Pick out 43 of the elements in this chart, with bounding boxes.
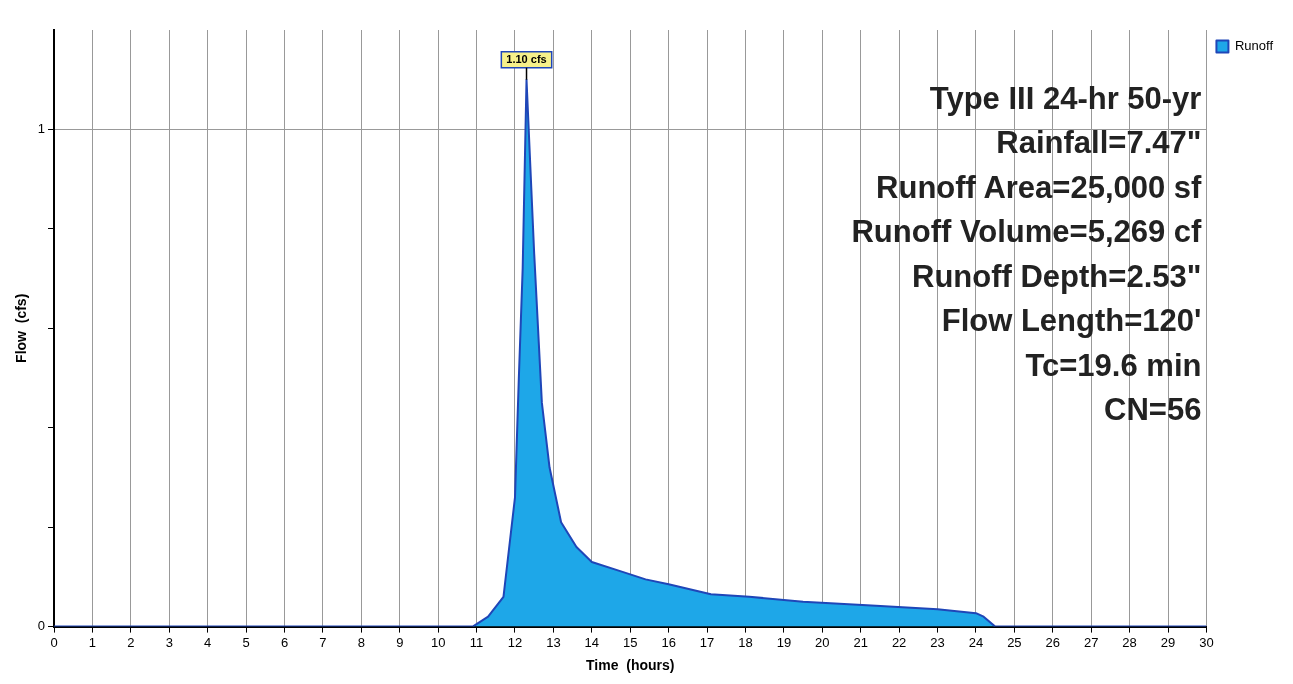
x-tick-label: 23: [930, 634, 945, 650]
x-tick-label: 18: [738, 634, 753, 650]
x-tick-label: 25: [1007, 634, 1022, 650]
x-tick-label: 26: [1045, 634, 1061, 650]
x-tick-label: 9: [396, 634, 404, 650]
x-tick-label: 27: [1083, 634, 1099, 650]
annotation: Runoff Area=25,000 sf: [876, 169, 1203, 205]
x-tick-label: 24: [968, 634, 984, 650]
x-tick-label: 29: [1160, 634, 1176, 650]
y-axis-title: Flow (cfs): [13, 293, 30, 363]
x-tick-label: 7: [319, 634, 327, 650]
annotation: 1.10 cfs: [506, 52, 547, 65]
x-tick-label: 3: [165, 634, 173, 650]
x-tick-label: 13: [546, 634, 561, 650]
x-tick-label: 21: [853, 634, 868, 650]
x-tick-label: 11: [469, 634, 484, 650]
annotation: CN=56: [1104, 392, 1202, 428]
x-tick-label: 19: [776, 634, 792, 650]
x-tick-label: 28: [1122, 634, 1137, 650]
annotation: Flow Length=120': [941, 303, 1202, 339]
x-tick-label: 14: [584, 634, 600, 650]
x-tick-label: 10: [430, 634, 446, 650]
annotation: Type III 24-hr 50-yr: [929, 80, 1202, 116]
x-tick-label: 1: [88, 634, 97, 650]
x-tick-label: 22: [891, 634, 907, 650]
legend-label: Runoff: [1234, 38, 1274, 54]
x-tick-label: 16: [661, 634, 676, 650]
annotation: Tc=19.6 min: [1025, 347, 1202, 383]
x-tick-label: 2: [127, 634, 135, 650]
x-tick-label: 8: [357, 634, 365, 650]
x-tick-label: 30: [1199, 634, 1214, 650]
x-tick-label: 17: [699, 634, 715, 650]
x-tick-label: 15: [623, 634, 638, 650]
annotation: Rainfall=7.47": [996, 125, 1202, 161]
annotation: Runoff Volume=5,269 cf: [851, 214, 1203, 250]
x-axis-title: Time (hours): [586, 657, 675, 674]
x-tick-label: 0: [50, 634, 58, 650]
annotation: Runoff Depth=2.53": [912, 258, 1202, 294]
x-tick-label: 6: [280, 634, 289, 650]
x-tick-label: 4: [204, 634, 212, 650]
x-tick-label: 12: [507, 634, 523, 650]
x-tick-label: 5: [242, 634, 250, 650]
x-tick-label: 20: [815, 634, 830, 650]
